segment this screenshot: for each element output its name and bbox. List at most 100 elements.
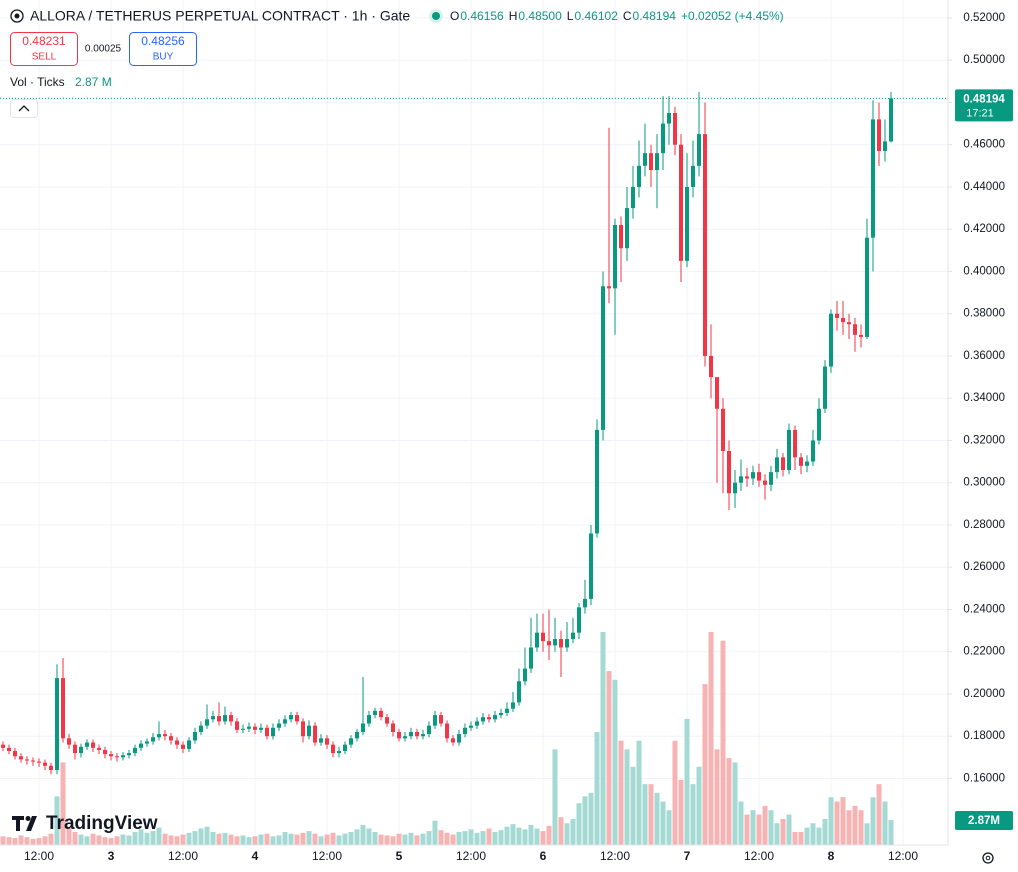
candle-body [163,734,167,737]
candle-body [727,451,731,494]
candle-body [439,715,443,724]
volume-bar [402,834,408,845]
volume-bar [240,835,246,845]
candle-body [313,725,317,743]
volume-bar [786,814,792,845]
buy-button[interactable] [129,32,197,66]
volume-bar [426,831,432,845]
volume-bar [828,797,834,845]
volume-bar [582,796,588,845]
y-tick-label: 0.34000 [963,392,1005,404]
candle-body [763,480,767,485]
spread: 0.00025 [85,44,122,55]
volume-bar [810,823,816,845]
y-tick-label: 0.32000 [963,434,1005,446]
volume-bar [714,749,720,845]
volume-bar [462,831,468,845]
candle-body [853,324,857,335]
y-tick-label: 0.46000 [963,139,1005,151]
volume-bar [642,784,648,845]
volume-bar [198,828,204,845]
symbol-icon-core [14,13,20,19]
ohlc-label: O [450,9,459,23]
volume-bar [780,818,786,845]
candle-body [649,153,653,171]
candle-body [229,715,233,722]
candle-body [757,472,761,481]
volume-bar [666,810,672,845]
volume-bar [270,836,276,845]
sell-button[interactable] [10,32,78,66]
candle-body [769,472,773,485]
volume-bar [804,827,810,845]
candle-body [481,717,485,722]
ohlc-label: H [509,9,518,23]
volume-bar [840,797,846,845]
volume-bar [336,835,342,845]
candle-body [19,756,23,760]
sell-label: SELL [32,52,57,63]
volume-bar [396,833,402,845]
volume-bar [630,766,636,845]
candle-body [265,727,269,737]
volume-bar [126,835,132,845]
volume-bar [792,831,798,845]
candle-body [571,632,575,640]
volume-bar [558,817,564,845]
last-price-badge [955,89,1013,122]
ohlc-value: 0.48500 [518,9,562,23]
symbol-icon [10,9,24,23]
candle-body [97,747,101,750]
candle-body [301,721,305,737]
ohlc-value: 0.46156 [460,9,504,23]
volume-bar [78,834,84,845]
candle-body [565,639,569,648]
volume-bar [24,837,30,845]
volume-bar [756,814,762,845]
volume-bar [762,805,768,845]
candle-body [511,702,515,709]
candle-body [805,461,809,466]
volume-bar [96,835,102,845]
volume-bar [636,740,642,845]
ohlc-label: C [623,9,632,23]
volume-bar [0,836,6,845]
volume-bar [726,758,732,845]
volume-bar [288,833,294,845]
candle-body [607,286,611,289]
candle-body [745,476,749,479]
settings-icon[interactable] [982,852,994,864]
y-tick-label: 0.38000 [963,308,1005,320]
status-dot [432,12,440,20]
candle-body [529,647,533,669]
volume-bar [708,632,714,845]
volume-bar [474,832,480,845]
candle-body [787,429,791,471]
volume-bar [612,679,618,845]
volume-bar [144,832,150,845]
volume-bar [90,833,96,845]
volume-bar [444,832,450,845]
candle-body [445,723,449,739]
candle-body [733,482,737,494]
volume-bar [882,801,888,845]
candle-body [253,726,257,730]
volume-bar [72,831,78,845]
x-tick-label: 12:00 [600,849,630,863]
volume-bar [60,762,66,845]
candle-layer [1,91,893,775]
candle-body [475,721,479,726]
countdown: 17:21 [966,107,994,119]
volume-bar [606,671,612,845]
x-tick-label: 12:00 [744,849,774,863]
candle-body [145,741,149,744]
ohlc-value: 0.46102 [574,9,618,23]
candle-body [49,765,53,771]
volume-bar [282,831,288,845]
collapse-button[interactable] [10,99,38,118]
volume-bar [576,803,582,845]
candle-body [283,719,287,724]
candle-body [457,734,461,743]
